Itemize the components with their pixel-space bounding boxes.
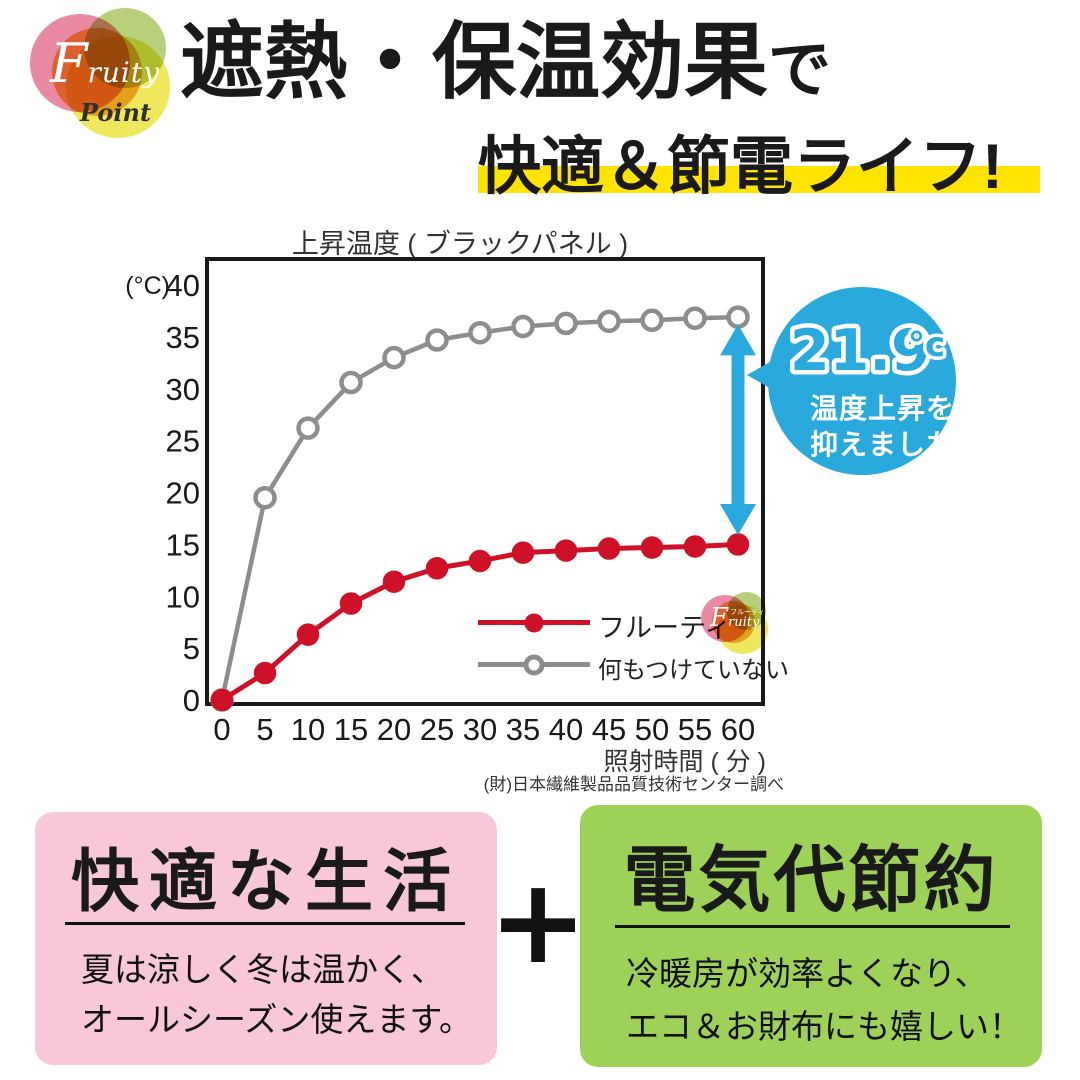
data-point-1 bbox=[726, 305, 750, 329]
legend-line-fruity bbox=[478, 613, 590, 632]
data-point-1 bbox=[468, 320, 492, 345]
data-point-1 bbox=[640, 308, 664, 333]
comfort-card: 快適な生活 夏は涼しく冬は温かく、 オールシーズン使えます。 bbox=[35, 812, 497, 1065]
y-tick-label: 20 bbox=[166, 476, 200, 511]
title-line1-suffix: で bbox=[768, 35, 832, 105]
x-tick-label: 30 bbox=[463, 712, 497, 747]
data-point-1 bbox=[382, 345, 406, 370]
y-tick-label: 30 bbox=[166, 372, 200, 407]
mini-logo-circle-yellow-icon bbox=[718, 605, 768, 654]
logo-circle-yellow-icon bbox=[66, 36, 170, 138]
data-point-1 bbox=[253, 485, 277, 510]
x-tick-label: 15 bbox=[334, 712, 368, 747]
data-source-note: (財)日本繊維製品品質技術センター調べ bbox=[483, 775, 784, 794]
data-point-0 bbox=[339, 592, 363, 615]
logo-brand-initial: F bbox=[50, 32, 88, 95]
data-point-0 bbox=[468, 549, 492, 573]
chart-title: 上昇温度 ( ブラックパネル ) bbox=[291, 229, 629, 259]
y-axis-unit: (°C) bbox=[125, 272, 170, 300]
mini-logo-rest: ruity bbox=[728, 615, 760, 630]
legend-fruity-logo: Fruity フルーティ bbox=[700, 591, 768, 658]
bubble-value-graphic: 21.9 °c bbox=[788, 319, 948, 383]
legend-label-untreated: 何もつけていない bbox=[598, 657, 790, 684]
data-point-0 bbox=[511, 541, 535, 564]
saving-card-body-line1: 冷暖房が効率よくなり、 bbox=[626, 955, 988, 992]
saving-card-divider bbox=[615, 925, 1010, 928]
bubble-tail-icon bbox=[747, 359, 775, 391]
data-point-0 bbox=[425, 556, 449, 580]
y-tick-label: 40 bbox=[166, 268, 200, 303]
saving-card-title: 電気代節約 bbox=[623, 841, 999, 921]
legend-marker-filled-icon bbox=[524, 613, 544, 632]
x-tick-label: 25 bbox=[420, 712, 454, 747]
data-point-0 bbox=[597, 537, 621, 560]
fruity-point-logo: Fruity Point bbox=[28, 6, 170, 142]
data-point-1 bbox=[597, 309, 621, 334]
y-tick-label: 35 bbox=[166, 320, 200, 355]
data-point-0 bbox=[726, 533, 750, 556]
bubble-caption-line1: 温度上昇を bbox=[810, 393, 956, 424]
diff-arrow-head-down bbox=[720, 504, 756, 536]
x-axis-title: 照射時間 ( 分 ) bbox=[603, 748, 767, 776]
legend-marker-open-icon bbox=[523, 654, 545, 675]
bubble-unit: °c bbox=[908, 325, 945, 365]
y-tick-label: 0 bbox=[183, 683, 200, 718]
comfort-card-body-line1: 夏は涼しく冬は温かく、 bbox=[81, 951, 444, 988]
data-point-1 bbox=[554, 311, 578, 336]
data-point-1 bbox=[339, 370, 363, 395]
y-tick-label: 10 bbox=[166, 579, 200, 614]
data-point-1 bbox=[296, 416, 320, 440]
data-point-0 bbox=[296, 623, 320, 646]
data-point-1 bbox=[511, 314, 535, 339]
logo-brand-text: Fruity bbox=[50, 32, 160, 95]
x-tick-label: 20 bbox=[377, 712, 411, 747]
data-point-0 bbox=[253, 661, 277, 685]
data-point-1 bbox=[683, 306, 707, 330]
data-point-0 bbox=[640, 536, 664, 559]
data-point-0 bbox=[554, 539, 578, 562]
comfort-card-divider bbox=[65, 922, 465, 925]
saving-card: 電気代節約 冷暖房が効率よくなり、 エコ＆お財布にも嬉しい！ bbox=[580, 805, 1042, 1067]
y-tick-label: 15 bbox=[166, 527, 200, 562]
callout-bubble: 21.9 °c 温度上昇を 抑えました！ bbox=[747, 287, 983, 475]
data-point-1 bbox=[210, 688, 234, 712]
title-line1-main: 遮熱・保温効果 bbox=[180, 15, 769, 109]
diff-arrow-head-up bbox=[720, 324, 756, 356]
page-title-line2: 快適＆節電ライフ! bbox=[478, 116, 1042, 202]
x-tick-label: 5 bbox=[256, 712, 273, 747]
x-tick-label: 0 bbox=[213, 712, 230, 747]
y-tick-label: 5 bbox=[183, 631, 200, 666]
y-tick-label: 25 bbox=[166, 424, 200, 459]
page-title-line1: 遮熱・保温効果で bbox=[180, 16, 831, 108]
data-point-0 bbox=[210, 688, 234, 712]
title-line2-text: 快適＆節電ライフ! bbox=[478, 132, 1003, 202]
comfort-card-body-line2: オールシーズン使えます。 bbox=[81, 1001, 473, 1038]
yellow-highlight-bar bbox=[478, 166, 1040, 193]
comfort-card-title: 快適な生活 bbox=[70, 844, 461, 920]
data-point-1 bbox=[425, 328, 449, 352]
legend-line-untreated bbox=[478, 654, 590, 675]
logo-brand-rest: ruity bbox=[87, 56, 160, 89]
logo-sub-text: Point bbox=[80, 98, 152, 127]
mini-logo-initial: F bbox=[710, 603, 729, 633]
saving-card-body-line2: エコ＆お財布にも嬉しい！ bbox=[626, 1008, 1022, 1045]
bubble-value: 21.9 bbox=[790, 319, 931, 383]
plus-sign: + bbox=[488, 852, 588, 990]
data-point-0 bbox=[683, 535, 707, 558]
data-point-0 bbox=[382, 570, 406, 593]
x-tick-label: 10 bbox=[291, 712, 325, 747]
mini-logo-katakana: フルーティ bbox=[730, 609, 765, 616]
bubble-caption-line2: 抑えました！ bbox=[810, 429, 985, 460]
